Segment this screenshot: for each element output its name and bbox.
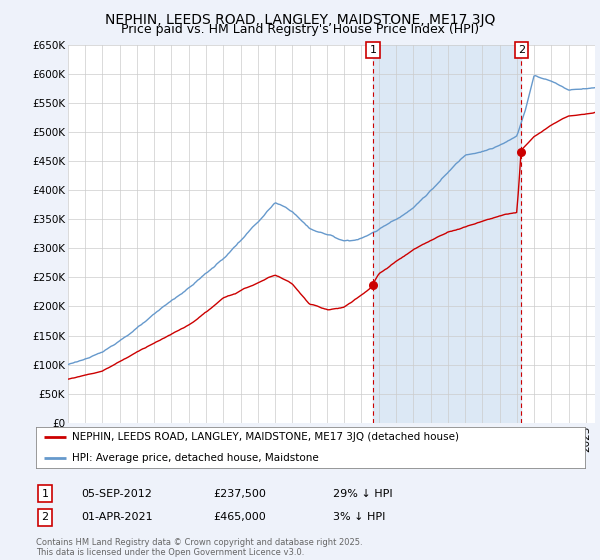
Text: NEPHIN, LEEDS ROAD, LANGLEY, MAIDSTONE, ME17 3JQ (detached house): NEPHIN, LEEDS ROAD, LANGLEY, MAIDSTONE, … [71, 432, 458, 442]
Text: NEPHIN, LEEDS ROAD, LANGLEY, MAIDSTONE, ME17 3JQ: NEPHIN, LEEDS ROAD, LANGLEY, MAIDSTONE, … [105, 13, 495, 27]
Text: 29% ↓ HPI: 29% ↓ HPI [333, 489, 392, 499]
Text: HPI: Average price, detached house, Maidstone: HPI: Average price, detached house, Maid… [71, 452, 319, 463]
Text: Contains HM Land Registry data © Crown copyright and database right 2025.
This d: Contains HM Land Registry data © Crown c… [36, 538, 362, 557]
Text: £465,000: £465,000 [213, 512, 266, 522]
Text: 01-APR-2021: 01-APR-2021 [81, 512, 152, 522]
Point [517, 148, 526, 157]
Text: 05-SEP-2012: 05-SEP-2012 [81, 489, 152, 499]
Text: 3% ↓ HPI: 3% ↓ HPI [333, 512, 385, 522]
Text: £237,500: £237,500 [213, 489, 266, 499]
Text: 2: 2 [518, 45, 525, 55]
Text: 2: 2 [41, 512, 49, 522]
Point [368, 280, 378, 289]
Text: Price paid vs. HM Land Registry's House Price Index (HPI): Price paid vs. HM Land Registry's House … [121, 23, 479, 36]
Bar [373, 45, 521, 423]
Text: 1: 1 [370, 45, 376, 55]
Text: 1: 1 [41, 489, 49, 499]
